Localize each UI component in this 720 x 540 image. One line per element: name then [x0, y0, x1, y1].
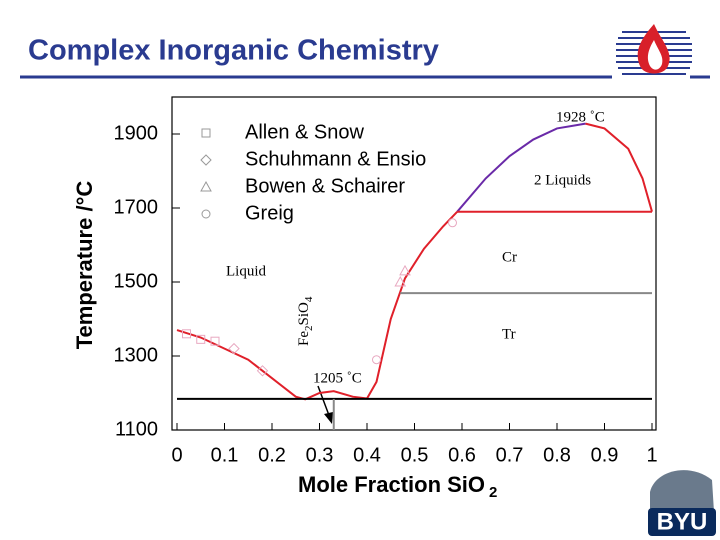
- legend-label: Schuhmann & Ensio: [245, 148, 426, 170]
- x-tick-label: 0.5: [401, 444, 429, 466]
- annotation: Tr: [502, 326, 516, 342]
- slide-title: Complex Inorganic Chemistry: [28, 35, 439, 67]
- arrow-head: [324, 412, 333, 424]
- x-axis-label: Mole Fraction SiO 2: [298, 472, 497, 501]
- flame-logo: [616, 24, 692, 75]
- series-line: [456, 122, 586, 213]
- compound-part: 4: [303, 296, 315, 302]
- marker: [372, 355, 381, 365]
- marker: [448, 218, 457, 228]
- marker: [182, 329, 191, 339]
- y-tick-label: 1900: [114, 122, 159, 144]
- x-axis-label-text: Mole Fraction SiO: [298, 472, 485, 497]
- annotation: 1928 ˚C: [556, 109, 605, 125]
- compound-part: Fe: [296, 331, 312, 346]
- compound-part: 2: [303, 326, 315, 332]
- x-tick-label: 0.9: [591, 444, 619, 466]
- annotation: Cr: [502, 249, 517, 265]
- marker: [256, 365, 269, 377]
- x-tick-label: 0.1: [211, 444, 239, 466]
- arrow-shaft: [317, 385, 331, 419]
- annotation: 1205 ˚C: [313, 370, 362, 386]
- x-tick-label: 0: [171, 444, 182, 466]
- series-line: [176, 211, 458, 401]
- annotation: 2 Liquids: [534, 172, 591, 188]
- compound-label: Fe2SiO4: [296, 296, 314, 346]
- legend-marker: [200, 154, 212, 166]
- x-tick-label: 0.4: [353, 444, 381, 466]
- x-tick-label: 1: [646, 444, 657, 466]
- y-axis-label: Temperature /°C: [72, 181, 97, 350]
- x-tick-label: 0.2: [258, 444, 286, 466]
- logo-text: BYU: [657, 508, 708, 535]
- marker: [399, 264, 411, 276]
- marker: [196, 334, 206, 344]
- legend-label: Allen & Snow: [245, 121, 365, 143]
- x-tick-label: 0.8: [543, 444, 571, 466]
- legend-marker: [200, 180, 212, 192]
- x-tick-label: 0.7: [496, 444, 524, 466]
- x-tick-label: 0.6: [448, 444, 476, 466]
- annotation: Liquid: [226, 263, 266, 279]
- legend-label: Greig: [245, 202, 294, 224]
- y-tick-label: 1500: [114, 270, 159, 292]
- y-tick-label: 1300: [114, 344, 159, 366]
- series-line: [585, 122, 653, 212]
- legend-label: Bowen & Schairer: [245, 175, 405, 197]
- marker: [394, 275, 407, 287]
- marker: [228, 342, 240, 355]
- legend-marker: [201, 128, 211, 138]
- x-axis-label-subscript: 2: [489, 484, 497, 501]
- y-tick-label: 1100: [115, 418, 158, 440]
- compound-part: SiO: [296, 302, 312, 326]
- marker: [210, 336, 220, 346]
- y-tick-label: 1700: [114, 196, 159, 218]
- byu-logo: BYU: [648, 470, 716, 536]
- legend-marker: [201, 209, 211, 219]
- x-tick-label: 0.3: [306, 444, 334, 466]
